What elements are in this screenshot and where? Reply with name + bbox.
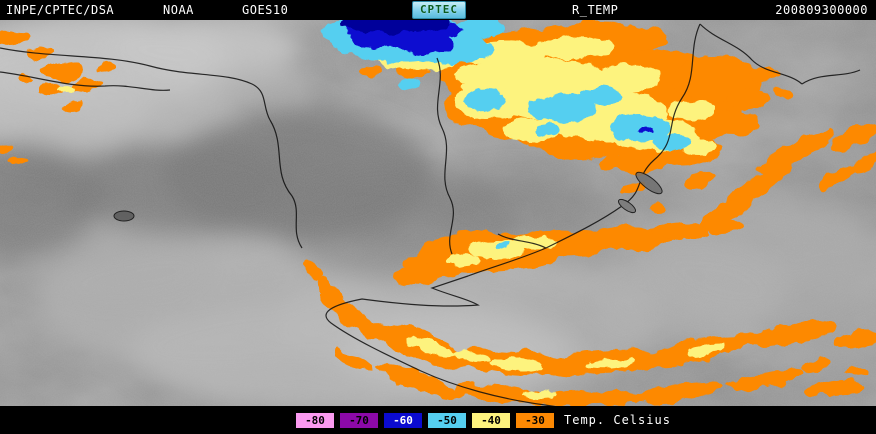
legend-swatch-minus80: -80 bbox=[296, 412, 334, 428]
legend-swatch-minus50: -50 bbox=[428, 412, 466, 428]
cptec-logo-text: CPTEC bbox=[419, 3, 459, 16]
legend-swatch-minus60: -60 bbox=[384, 412, 422, 428]
cloud-layer-minus60-blue bbox=[340, 20, 652, 133]
legend-swatch-minus40: -40 bbox=[472, 412, 510, 428]
coastline-border-lines bbox=[0, 23, 861, 406]
cptec-logo: CPTEC bbox=[412, 1, 466, 19]
legend-swatch-minus70: -70 bbox=[340, 412, 378, 428]
legend-title: Temp. Celsius bbox=[564, 413, 671, 427]
legend-swatch-minus30: -30 bbox=[516, 412, 554, 428]
satellite-image-area bbox=[0, 20, 876, 406]
header-bar: INPE/CPTEC/DSA NOAA GOES10 CPTEC R_TEMP … bbox=[0, 0, 876, 20]
legend-bar: -80 -70 -60 -50 -40 -30 Temp. Celsius bbox=[0, 406, 876, 434]
product-label: R_TEMP bbox=[572, 3, 619, 17]
timestamp-label: 200809300000 bbox=[775, 3, 868, 17]
noaa-label: NOAA bbox=[163, 3, 194, 17]
satellite-image bbox=[0, 20, 876, 406]
satellite-label: GOES10 bbox=[242, 3, 289, 17]
temperature-legend: -80 -70 -60 -50 -40 -30 Temp. Celsius bbox=[296, 412, 671, 428]
org-label: INPE/CPTEC/DSA bbox=[6, 3, 115, 17]
